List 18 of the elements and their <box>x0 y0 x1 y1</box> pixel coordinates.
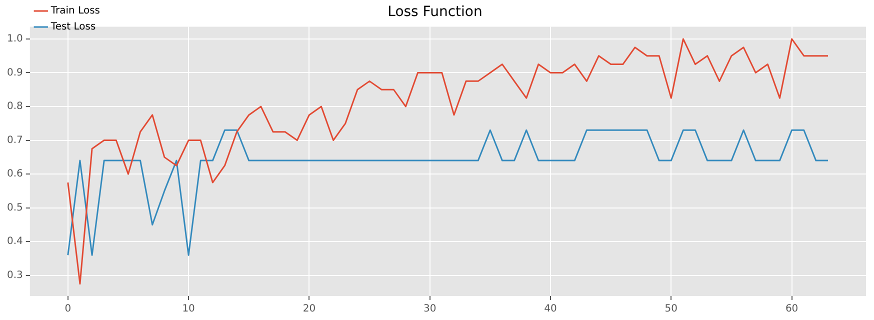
y-tick-label: 0.5 <box>6 202 23 214</box>
x-tick-label: 50 <box>664 304 678 315</box>
x-tick-label: 20 <box>302 304 316 315</box>
y-tick-label: 0.4 <box>6 236 23 248</box>
x-tick-label: 30 <box>423 304 436 315</box>
y-tick-label: 0.3 <box>6 270 23 281</box>
x-tick-label: 0 <box>64 304 72 315</box>
y-tick-label: 1.0 <box>6 34 23 45</box>
y-tick-label: 0.9 <box>6 67 23 78</box>
legend-label: Train Loss <box>50 6 100 17</box>
y-tick-label: 0.6 <box>6 168 23 180</box>
x-tick-label: 10 <box>182 304 195 315</box>
x-tick-label: 60 <box>785 304 798 315</box>
chart-title: Loss Function <box>388 4 482 20</box>
x-tick-label: 40 <box>544 304 557 315</box>
legend-label: Test Loss <box>50 22 96 33</box>
y-tick-label: 0.8 <box>6 101 23 112</box>
y-tick-label: 0.7 <box>6 134 23 146</box>
